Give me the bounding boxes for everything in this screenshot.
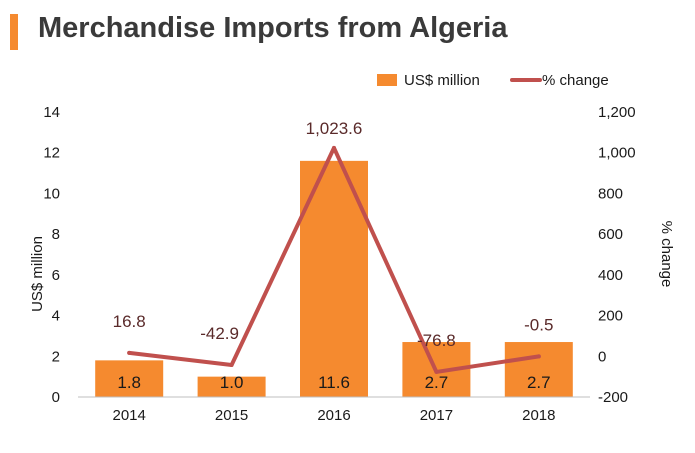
x-tick-label: 2014 <box>113 407 146 424</box>
line-data-label: 16.8 <box>113 312 146 331</box>
y-tick-right: 600 <box>598 226 623 243</box>
bar-data-label: 1.8 <box>117 373 141 392</box>
y-tick-right: 1,200 <box>598 104 636 121</box>
bar-data-label: 2.7 <box>527 373 551 392</box>
y-tick-right: 200 <box>598 308 623 325</box>
legend-swatch-bar <box>377 74 397 86</box>
title-accent-bar <box>10 14 18 50</box>
line-data-label: -76.8 <box>417 331 456 350</box>
chart-title: Merchandise Imports from Algeria <box>38 12 508 44</box>
bar-data-label: 11.6 <box>318 373 350 392</box>
y-tick-left: 12 <box>43 145 60 162</box>
y-tick-left: 10 <box>43 185 60 202</box>
y-tick-left: 2 <box>52 348 60 365</box>
y-tick-right: -200 <box>598 389 628 406</box>
y-tick-right: 800 <box>598 185 623 202</box>
line-point <box>229 363 234 368</box>
line-point <box>434 369 439 374</box>
line-data-label: -42.9 <box>200 324 239 343</box>
legend-label-bar: US$ million <box>404 72 480 89</box>
bar <box>95 360 164 397</box>
line-point <box>536 354 541 359</box>
bar-data-label: 2.7 <box>425 373 449 392</box>
line-data-label: -0.5 <box>524 315 553 334</box>
y-axis-label-right: % change <box>658 221 675 288</box>
line-point <box>127 350 132 355</box>
line-data-label: 1,023.6 <box>306 119 363 138</box>
x-tick-label: 2015 <box>215 407 248 424</box>
y-tick-right: 1,000 <box>598 145 636 162</box>
x-tick-label: 2016 <box>317 407 350 424</box>
y-axis-label-left: US$ million <box>29 236 46 312</box>
y-tick-right: 0 <box>598 348 606 365</box>
bar <box>197 376 266 397</box>
legend: US$ million % change <box>377 72 609 89</box>
y-tick-left: 0 <box>52 389 60 406</box>
y-tick-left: 6 <box>52 267 60 284</box>
y-tick-right: 400 <box>598 267 623 284</box>
bar-data-label: 1.0 <box>220 373 244 392</box>
x-tick-label: 2018 <box>522 407 555 424</box>
y-tick-left: 14 <box>43 104 60 121</box>
line-point <box>332 145 336 150</box>
y-tick-left: 4 <box>52 308 60 325</box>
x-tick-label: 2017 <box>420 407 453 424</box>
y-tick-left: 8 <box>52 226 60 243</box>
legend-label-line: % change <box>542 72 609 89</box>
bar <box>504 342 573 397</box>
